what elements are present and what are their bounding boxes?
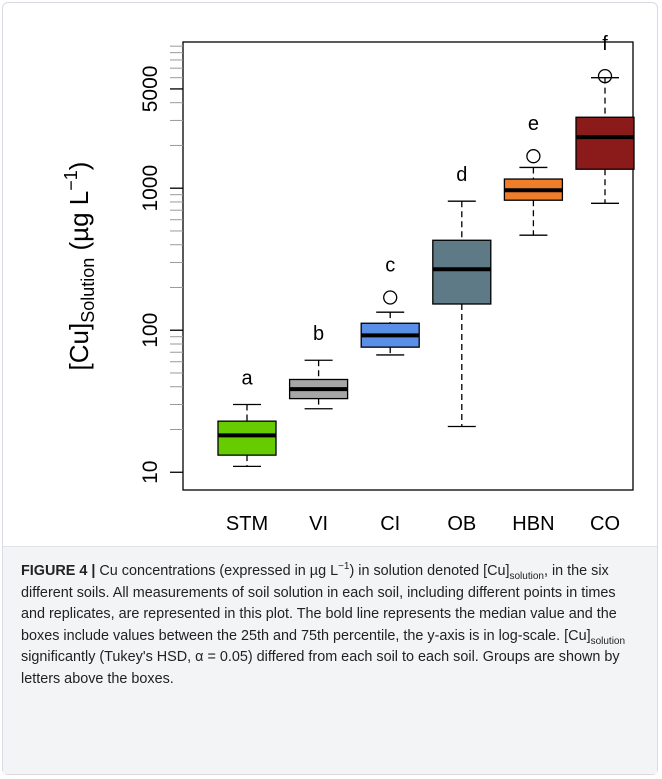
caption-sub: solution (590, 635, 626, 647)
y-label-sub: Solution (78, 258, 98, 323)
y-tick-label: 100 (139, 313, 162, 348)
box (575, 116, 635, 170)
y-label-sup: −1 (61, 170, 81, 191)
caption-normal: , in the six different soils. All measur… (21, 563, 617, 644)
x-tick-label: CI (380, 513, 400, 535)
group-letter: c (385, 254, 395, 276)
outlier (526, 149, 541, 164)
chart: [Cu]Solution (µg L−1) 10 100 1000 5000 STM a V… (61, 33, 635, 535)
plot-frame (182, 41, 634, 491)
caption-bold: FIGURE 4 | (21, 563, 96, 579)
caption-normal: significantly (Tukey's HSD, α = 0.05) di… (21, 649, 620, 687)
caption-normal: ) in solution denoted [Cu] (349, 563, 510, 579)
y-axis-label: [Cu]Solution (µg L−1) (61, 162, 98, 371)
y-label-main: [Cu] (64, 323, 94, 371)
outlier (383, 290, 398, 305)
outlier (597, 69, 613, 84)
caption-sub: solution (509, 570, 544, 582)
x-tick-label: OB (447, 513, 476, 535)
x-tick-label: CO (590, 513, 620, 535)
caption-sup: −1 (338, 561, 350, 573)
caption: FIGURE 4 | Cu concentrations (expressed … (3, 546, 657, 774)
y-tick-label: 1000 (139, 165, 162, 212)
y-label-end: ) (64, 162, 94, 171)
group-letter: b (313, 323, 324, 345)
group-letter: a (241, 367, 253, 389)
x-tick-label: VI (309, 513, 328, 535)
group-letter: d (456, 164, 467, 186)
y-tick-label: 5000 (139, 66, 162, 113)
x-tick-label: HBN (512, 513, 554, 535)
group-letter: e (528, 113, 539, 135)
y-label-unit: (µg L (64, 191, 94, 258)
x-tick-label: STM (226, 513, 268, 535)
y-tick-label: 10 (139, 461, 162, 484)
group-letter: f (602, 33, 608, 55)
box (217, 420, 277, 456)
box (432, 239, 492, 305)
caption-normal: Cu concentrations (expressed in µg L (95, 563, 339, 579)
